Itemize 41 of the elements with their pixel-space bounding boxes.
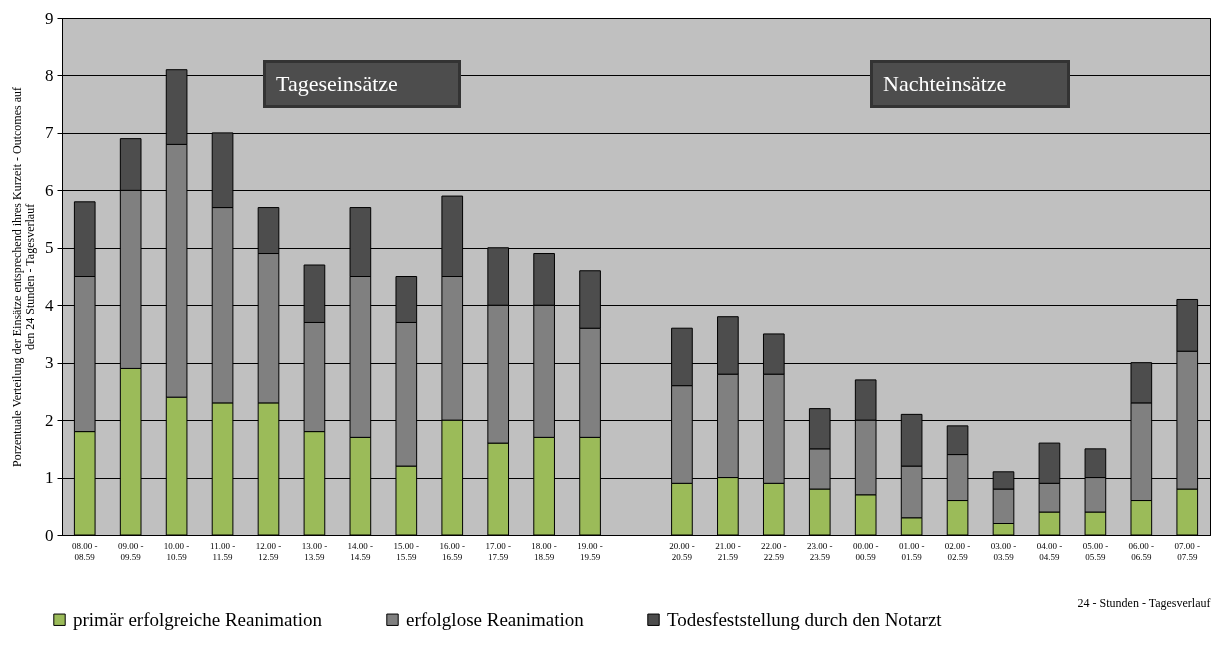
x-tick-label: 09.00 - 09.59 [117, 540, 144, 562]
x-tick-label: 10.00 - 10.59 [163, 540, 190, 562]
x-tick-label: 01.00 - 01.59 [898, 540, 925, 562]
legend-label: primär erfolgreiche Reanimation [73, 608, 323, 630]
x-tick-label: 00.00 - 00.59 [852, 540, 879, 562]
text-box: Nachteinsätze [870, 60, 1070, 108]
x-axis-title: 24 - Stunden - Tagesverlauf [1077, 595, 1211, 610]
y-tick-label: 7 [45, 123, 54, 143]
x-tick-label: 22.00 - 22.59 [761, 540, 787, 562]
x-tick-label: 14.00 - 14.59 [347, 540, 374, 562]
x-tick-label: 08.00 - 08.59 [71, 540, 98, 562]
y-tick-label: 6 [45, 180, 54, 200]
x-tick-label: 11.00 - 11.59 [209, 540, 236, 562]
legend-label: erfolglose Reanimation [406, 608, 585, 630]
x-tick-label: 05.00 - 05.59 [1082, 540, 1109, 562]
x-tick-label: 16.00 - 16.59 [439, 540, 465, 562]
x-tick-label: 23.00 - 23.59 [807, 540, 833, 562]
y-tick-label: 5 [45, 238, 54, 258]
x-tick-label: 21.00 - 21.59 [715, 540, 741, 562]
y-tick-label: 0 [45, 525, 54, 545]
x-tick-label: 15.00 - 15.59 [393, 540, 420, 562]
legend-label: Todesfeststellung durch den Notarzt [667, 608, 943, 630]
y-tick-label: 3 [45, 353, 54, 373]
x-tick-label: 18.00 - 18.59 [531, 540, 557, 562]
y-tick-label: 4 [45, 295, 54, 315]
text-box: Tageseinsätze [263, 60, 461, 108]
y-tick-label: 8 [45, 65, 54, 85]
x-tick-label: 17.00 - 17.59 [485, 540, 511, 562]
x-tick-label: 19.00 - 19.59 [577, 540, 603, 562]
x-tick-label: 03.00 - 03.59 [990, 540, 1017, 562]
y-axis-title: Porzentuale Verteilung der Einsätze entsprechend ihres Kurzeit - Outcomes auf den 24 Stunden - Tagesverlauf [10, 87, 37, 467]
y-tick-label: 2 [45, 410, 54, 430]
x-tick-label: 04.00 - 04.59 [1036, 540, 1063, 562]
y-tick-label: 9 [45, 8, 54, 28]
x-tick-label: 07.00 - 07.59 [1174, 540, 1201, 562]
x-tick-label: 02.00 - 02.59 [944, 540, 971, 562]
x-tick-label: 06.00 - 06.59 [1128, 540, 1155, 562]
y-tick-label: 1 [45, 468, 54, 488]
x-tick-label: 13.00 - 13.59 [301, 540, 328, 562]
x-tick-label: 20.00 - 20.59 [669, 540, 695, 562]
x-tick-label: 12.00 - 12.59 [255, 540, 282, 562]
